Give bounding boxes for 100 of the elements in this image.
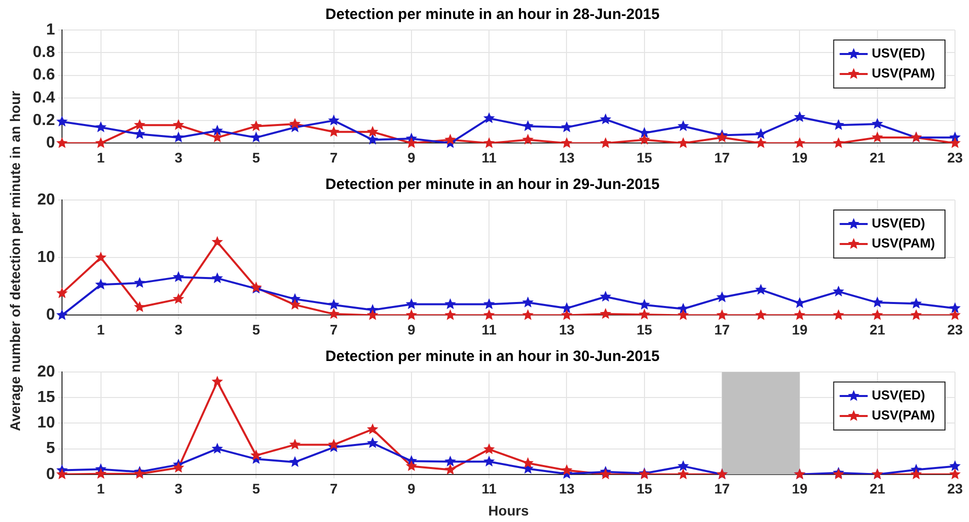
point: [638, 134, 650, 145]
point: [366, 126, 378, 137]
point: [910, 309, 922, 320]
point: [872, 296, 884, 308]
legend-label: USV(PAM): [872, 408, 935, 423]
point: [561, 121, 572, 132]
x-tick-label: 13: [558, 149, 575, 166]
point: [212, 376, 224, 387]
point: [444, 134, 456, 145]
point: [328, 298, 340, 310]
point: [483, 137, 495, 148]
point: [678, 137, 689, 148]
y-tick-label: 0.8: [32, 44, 56, 62]
x-tick-label: 15: [636, 149, 652, 166]
point: [56, 287, 68, 298]
point: [95, 252, 107, 262]
x-tick-label: 21: [870, 149, 886, 166]
point: [561, 309, 572, 320]
point: [328, 308, 340, 319]
x-tick-label: 7: [330, 480, 338, 497]
point: [872, 132, 884, 142]
point: [832, 119, 844, 130]
chart-title: Detection per minute in an hour in 28-Jun-2015: [325, 6, 660, 24]
x-tick-label: 1: [96, 480, 105, 497]
point: [483, 298, 495, 310]
x-tick-label: 9: [408, 149, 416, 166]
point: [483, 309, 495, 320]
point: [406, 460, 418, 472]
point: [755, 137, 767, 148]
point: [289, 438, 301, 450]
point: [406, 309, 418, 320]
point: [134, 276, 146, 288]
point: [134, 128, 146, 139]
point: [716, 132, 728, 142]
point: [522, 457, 534, 468]
point: [638, 127, 650, 138]
chart-title: Detection per minute in an hour in 30-Jun-2015: [325, 348, 660, 366]
x-tick-label: 3: [174, 480, 183, 497]
y-tick-label: 10: [37, 249, 56, 266]
point: [366, 423, 378, 434]
point: [483, 456, 495, 466]
point: [212, 442, 224, 454]
legend-label: USV(PAM): [872, 236, 935, 251]
point: [522, 296, 534, 308]
point: [328, 126, 340, 137]
point: [872, 118, 884, 129]
point: [406, 298, 418, 310]
x-tick-label: 1: [96, 149, 105, 166]
point: [949, 309, 961, 320]
point: [95, 278, 107, 290]
y-tick-label: 0.4: [32, 89, 56, 106]
point: [250, 449, 262, 460]
point: [328, 438, 340, 450]
y-axis-title: Average number of detection per minute in an hour: [7, 90, 23, 432]
point: [716, 291, 728, 302]
y-tick-label: 10: [37, 414, 56, 432]
point: [600, 290, 612, 302]
point: [716, 309, 728, 320]
point: [483, 112, 495, 124]
x-tick-label: 15: [636, 321, 652, 338]
x-tick-label: 11: [482, 321, 497, 338]
y-tick-label: 20: [37, 191, 56, 208]
x-tick-label: 7: [330, 321, 338, 338]
point: [289, 456, 301, 467]
point: [755, 309, 767, 320]
y-tick-label: 20: [37, 363, 56, 380]
x-axis-title: Hours: [488, 502, 529, 518]
legend-label: USV(ED): [872, 388, 926, 403]
x-tick-label: 23: [947, 480, 963, 497]
point: [561, 464, 572, 476]
point: [366, 309, 378, 320]
point: [95, 137, 107, 148]
point: [638, 308, 650, 320]
point: [250, 120, 262, 132]
point: [289, 118, 301, 129]
point: [172, 132, 184, 142]
point: [794, 111, 806, 122]
point: [56, 309, 68, 320]
x-tick-label: 11: [482, 480, 497, 497]
point: [755, 284, 767, 295]
point: [910, 468, 922, 480]
point: [212, 236, 224, 247]
x-tick-label: 5: [252, 321, 260, 338]
x-tick-label: 19: [792, 321, 808, 338]
legend-label: USV(PAM): [872, 66, 935, 81]
point: [444, 464, 456, 475]
x-tick-label: 9: [408, 480, 416, 497]
point: [600, 308, 612, 319]
point: [212, 124, 224, 136]
x-tick-label: 5: [252, 480, 260, 497]
point: [949, 460, 961, 472]
x-tick-label: 7: [330, 149, 338, 166]
point: [678, 460, 689, 472]
x-tick-label: 17: [714, 321, 730, 338]
point: [366, 134, 378, 145]
y-tick-label: 0.6: [32, 66, 56, 84]
x-tick-label: 5: [252, 149, 260, 166]
point: [95, 121, 107, 132]
point: [678, 309, 689, 320]
point: [134, 301, 146, 312]
